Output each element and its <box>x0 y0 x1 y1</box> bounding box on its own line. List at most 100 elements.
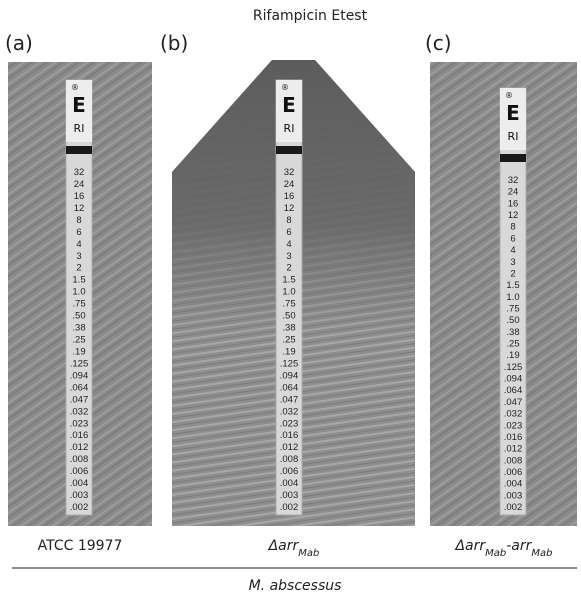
scale-label: .012 <box>280 442 299 453</box>
scale-label: .19 <box>72 346 85 357</box>
scale-label: 3 <box>510 257 515 268</box>
scale-label: 2 <box>76 263 81 274</box>
scale-label: .75 <box>282 299 295 310</box>
strip-head <box>500 88 526 150</box>
scale-label: 24 <box>508 187 519 198</box>
scale-label: .50 <box>282 311 295 322</box>
scale-label: .003 <box>70 490 89 501</box>
scale-label: .004 <box>280 478 299 489</box>
scale-label: .50 <box>72 311 85 322</box>
caption-text: -arr <box>506 538 532 554</box>
caption-text: Δarr <box>268 538 300 554</box>
strip-band <box>276 146 302 154</box>
scale-label: 6 <box>76 227 81 238</box>
scale-label: .016 <box>504 432 523 443</box>
scale-label: .125 <box>70 358 89 369</box>
scale-label: 12 <box>284 203 295 214</box>
scale-label: .125 <box>504 362 523 373</box>
strip-drug: RI <box>284 122 295 135</box>
scale-label: .006 <box>504 467 523 478</box>
scale-label: .003 <box>280 490 299 501</box>
scale-label: .002 <box>70 502 89 513</box>
scale-label: .094 <box>70 370 89 381</box>
caption-text: ATCC 19977 <box>38 538 123 554</box>
scale-label: .003 <box>504 490 523 501</box>
scale-label: .25 <box>506 339 519 350</box>
scale-label: 16 <box>284 191 295 202</box>
scale-label: .016 <box>70 430 89 441</box>
scale-label: .002 <box>280 502 299 513</box>
scale-label: .006 <box>70 466 89 477</box>
scale-label: 2 <box>510 268 515 279</box>
scale-label: .19 <box>506 350 519 361</box>
registered-mark: ® <box>281 83 289 92</box>
scale-label: 32 <box>508 175 519 186</box>
scale-label: .064 <box>504 385 523 396</box>
scale-label: .25 <box>282 335 295 346</box>
scale-label: 12 <box>74 203 85 214</box>
scale-label: 12 <box>508 210 519 221</box>
scale-label: .064 <box>280 382 299 393</box>
scale-label: .50 <box>506 315 519 326</box>
scale-label: .75 <box>506 303 519 314</box>
strip-band <box>66 146 92 154</box>
scale-label: .002 <box>504 502 523 513</box>
caption: ΔarrMab <box>268 538 320 559</box>
scale-label: .004 <box>504 479 523 490</box>
strip-drug: RI <box>508 130 519 143</box>
scale-label: 6 <box>286 227 291 238</box>
scale-label: 1.5 <box>506 280 519 291</box>
scale-label: .047 <box>504 397 523 408</box>
scale-label: .016 <box>280 430 299 441</box>
scale-label: 6 <box>510 233 515 244</box>
scale-label: .047 <box>70 394 89 405</box>
scale-label: 32 <box>284 167 295 178</box>
scale-label: 32 <box>74 167 85 178</box>
strip-logo: E <box>506 101 520 125</box>
scale-label: .032 <box>280 406 299 417</box>
registered-mark: ® <box>71 83 79 92</box>
scale-label: 4 <box>286 239 291 250</box>
scale-label: 8 <box>510 222 515 233</box>
scale-label: .006 <box>280 466 299 477</box>
scale-label: 16 <box>74 191 85 202</box>
scale-label: .38 <box>506 327 519 338</box>
scale-label: .38 <box>72 323 85 334</box>
scale-label: .008 <box>280 454 299 465</box>
scale-label: 4 <box>510 245 515 256</box>
scale-label: .023 <box>504 420 523 431</box>
scale-label: 24 <box>74 179 85 190</box>
scale-label: .004 <box>70 478 89 489</box>
scale-label: .023 <box>70 418 89 429</box>
scale-label: 4 <box>76 239 81 250</box>
panel-label: (b) <box>160 31 188 55</box>
figure-title: Rifampicin Etest <box>253 8 368 24</box>
scale-label: 24 <box>284 179 295 190</box>
strip-band <box>500 154 526 162</box>
scale-label: .008 <box>504 455 523 466</box>
registered-mark: ® <box>505 91 513 100</box>
scale-label: 16 <box>508 198 519 209</box>
species: M. abscessus <box>249 578 342 594</box>
scale-label: .064 <box>70 382 89 393</box>
panel-label: (c) <box>425 31 452 55</box>
panel-label: (a) <box>5 31 33 55</box>
scale-label: .125 <box>280 358 299 369</box>
strip-logo: E <box>72 93 86 117</box>
scale-label: .75 <box>72 299 85 310</box>
caption: ΔarrMab-arrMab <box>454 538 552 559</box>
scale-label: .032 <box>70 406 89 417</box>
scale-label: .008 <box>70 454 89 465</box>
caption-subscript: Mab <box>485 548 506 559</box>
scale-label: 3 <box>286 251 291 262</box>
scale-label: .047 <box>280 394 299 405</box>
scale-label: 8 <box>286 215 291 226</box>
scale-label: .012 <box>504 444 523 455</box>
strip-drug: RI <box>74 122 85 135</box>
scale-label: 1.5 <box>72 275 85 286</box>
caption-subscript: Mab <box>298 548 319 559</box>
caption-subscript: Mab <box>531 548 552 559</box>
scale-label: .094 <box>280 370 299 381</box>
scale-label: .032 <box>504 409 523 420</box>
